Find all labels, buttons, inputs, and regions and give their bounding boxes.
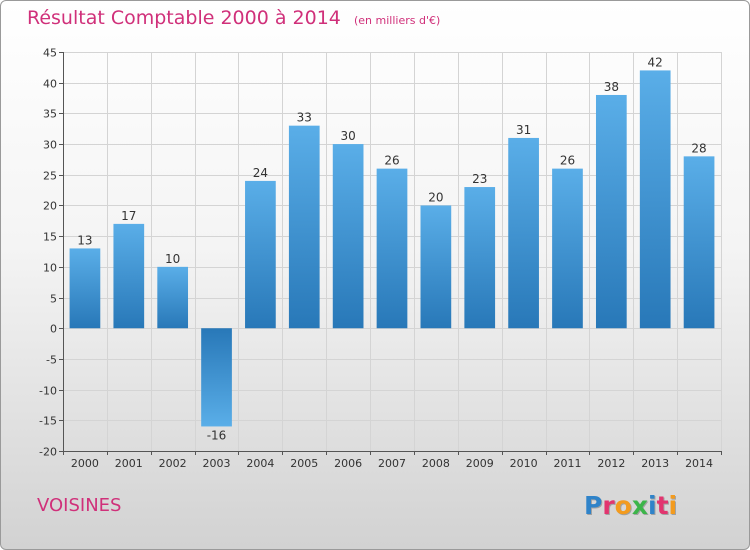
bar bbox=[683, 156, 715, 329]
logo-letter: t bbox=[656, 491, 669, 520]
x-tick-label: 2013 bbox=[641, 457, 669, 470]
title-row: Résultat Comptable 2000 à 2014 (en milli… bbox=[27, 7, 440, 29]
bar bbox=[464, 187, 496, 329]
y-tick-label: 35 bbox=[43, 108, 57, 121]
bar bbox=[157, 266, 189, 329]
y-tick-label: -5 bbox=[46, 354, 57, 367]
bar bbox=[639, 70, 671, 329]
chart-unit: (en milliers d'€) bbox=[353, 14, 441, 27]
bar-value-label: 26 bbox=[384, 154, 399, 168]
x-tick-label: 2002 bbox=[159, 457, 187, 470]
x-tick-label: 2001 bbox=[115, 457, 143, 470]
bar bbox=[69, 248, 101, 329]
bar-value-label: 38 bbox=[604, 80, 619, 94]
y-tick-label: 45 bbox=[43, 47, 57, 60]
y-tick-label: 10 bbox=[43, 262, 57, 275]
commune-name: VOISINES bbox=[37, 495, 122, 516]
bar bbox=[201, 328, 232, 427]
x-tick-label: 2006 bbox=[334, 457, 362, 470]
x-tick-label: 2005 bbox=[290, 457, 318, 470]
y-tick-label: 0 bbox=[50, 323, 57, 336]
bar-value-label: 20 bbox=[428, 190, 443, 204]
x-tick-label: 2010 bbox=[510, 457, 538, 470]
x-tick-label: 2008 bbox=[422, 457, 450, 470]
bar bbox=[508, 137, 539, 329]
x-tick-label: 2003 bbox=[203, 457, 231, 470]
labels: -20 -15 -10 -5 0 5 10 15 20 25 30 35 40 45 13 2000 17 200… bbox=[39, 47, 713, 471]
y-tick-label: 25 bbox=[43, 170, 57, 183]
bar bbox=[288, 125, 320, 329]
x-tick-label: 2014 bbox=[685, 457, 713, 470]
y-tick-label: -10 bbox=[39, 385, 57, 398]
x-tick-label: 2007 bbox=[378, 457, 406, 470]
x-tick-label: 2011 bbox=[553, 457, 581, 470]
x-tick-label: 2012 bbox=[597, 457, 625, 470]
chart-title: Résultat Comptable 2000 à 2014 bbox=[27, 7, 341, 29]
y-tick-label: -15 bbox=[39, 415, 57, 428]
bar bbox=[376, 168, 408, 329]
logo-letter: o bbox=[614, 491, 632, 520]
y-tick-label: 20 bbox=[43, 200, 57, 213]
logo-letter: r bbox=[602, 491, 615, 520]
y-tick-label: 30 bbox=[43, 139, 57, 152]
bar-value-label: 30 bbox=[340, 129, 355, 143]
y-tick-label: -20 bbox=[39, 446, 57, 459]
axes bbox=[59, 52, 722, 455]
y-tick-label: 40 bbox=[43, 78, 57, 91]
bar-value-label: 33 bbox=[297, 111, 312, 125]
bar-value-label: -16 bbox=[207, 428, 227, 442]
bar bbox=[552, 168, 583, 329]
bar-value-label: 24 bbox=[253, 166, 268, 180]
bar-value-label: 42 bbox=[648, 55, 663, 69]
logo-letter: x bbox=[631, 491, 648, 520]
x-tick-label: 2009 bbox=[466, 457, 494, 470]
logo-letter: i bbox=[648, 491, 657, 520]
proxiti-logo[interactable]: Proxiti bbox=[584, 491, 677, 520]
x-tick-label: 2004 bbox=[246, 457, 274, 470]
bar-value-label: 23 bbox=[472, 172, 487, 186]
bar-value-label: 31 bbox=[516, 123, 531, 137]
y-tick-label: 15 bbox=[43, 231, 57, 244]
bar-value-label: 28 bbox=[691, 141, 706, 155]
bar bbox=[420, 205, 452, 329]
logo-letter: P bbox=[584, 491, 603, 520]
logo-letter: i bbox=[668, 491, 678, 520]
bar bbox=[113, 223, 145, 329]
bar bbox=[245, 180, 276, 329]
bar-value-label: 10 bbox=[165, 252, 180, 266]
y-tick-label: 5 bbox=[50, 293, 57, 306]
bar bbox=[595, 94, 627, 329]
bar-value-label: 26 bbox=[560, 154, 575, 168]
x-tick-label: 2000 bbox=[71, 457, 99, 470]
bar-value-label: 13 bbox=[77, 233, 92, 247]
bar-value-label: 17 bbox=[121, 209, 136, 223]
bars bbox=[69, 70, 715, 427]
bar bbox=[332, 144, 364, 329]
